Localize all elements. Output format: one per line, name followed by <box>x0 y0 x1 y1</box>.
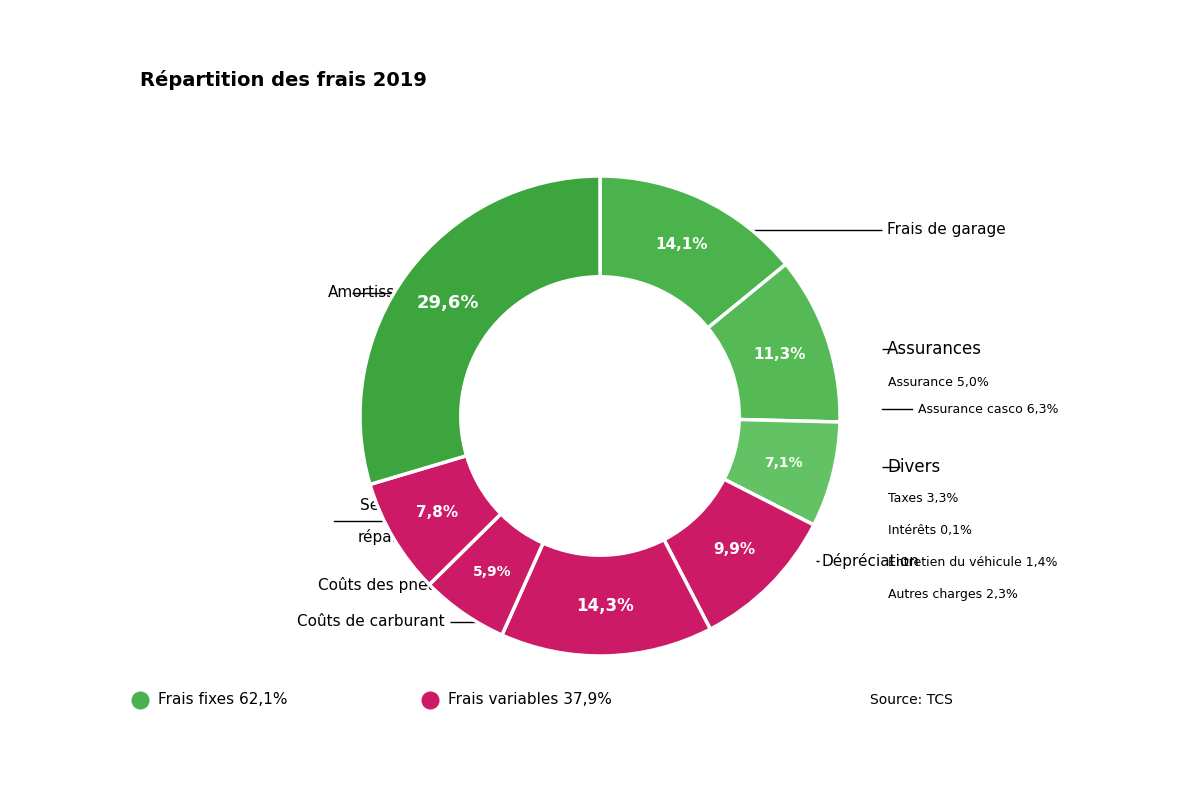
Text: 14,1%: 14,1% <box>655 237 708 252</box>
Text: Frais variables 37,9%: Frais variables 37,9% <box>448 693 612 707</box>
Wedge shape <box>600 176 786 328</box>
Text: Entretien du véhicule 1,4%: Entretien du véhicule 1,4% <box>888 556 1057 569</box>
Wedge shape <box>502 540 710 656</box>
Text: Taxes 3,3%: Taxes 3,3% <box>888 492 959 505</box>
Wedge shape <box>708 264 840 422</box>
Text: Autres charges 2,3%: Autres charges 2,3% <box>888 588 1018 601</box>
Text: 11,3%: 11,3% <box>754 347 805 362</box>
Text: Répartition des frais 2019: Répartition des frais 2019 <box>140 70 427 90</box>
Text: 14,3%: 14,3% <box>576 597 635 614</box>
Wedge shape <box>360 176 600 485</box>
Text: Assurances: Assurances <box>887 340 982 358</box>
Wedge shape <box>724 419 840 525</box>
Text: Coûts des pneus: Coûts des pneus <box>318 578 445 594</box>
Text: Dépréciation: Dépréciation <box>821 554 919 570</box>
Text: Assurance 5,0%: Assurance 5,0% <box>888 376 989 390</box>
Text: Intérêts 0,1%: Intérêts 0,1% <box>888 524 972 537</box>
Text: Divers: Divers <box>887 458 941 476</box>
Text: 7,1%: 7,1% <box>764 455 803 470</box>
Text: Frais fixes 62,1%: Frais fixes 62,1% <box>158 693 288 707</box>
Text: Services et: Services et <box>360 498 445 513</box>
Wedge shape <box>664 479 814 629</box>
Wedge shape <box>430 514 544 635</box>
Text: 5,9%: 5,9% <box>473 565 511 579</box>
Text: Assurance casco 6,3%: Assurance casco 6,3% <box>918 402 1058 416</box>
Text: Coûts de carburant: Coûts de carburant <box>298 614 445 630</box>
Wedge shape <box>370 456 500 585</box>
Text: Frais de garage: Frais de garage <box>887 222 1006 238</box>
Text: réparations: réparations <box>358 529 445 545</box>
Text: 7,8%: 7,8% <box>415 505 458 520</box>
Text: Amortissement: Amortissement <box>329 286 445 300</box>
Text: 29,6%: 29,6% <box>416 294 479 312</box>
Text: Source: TCS: Source: TCS <box>870 693 953 707</box>
Text: 9,9%: 9,9% <box>714 542 756 557</box>
